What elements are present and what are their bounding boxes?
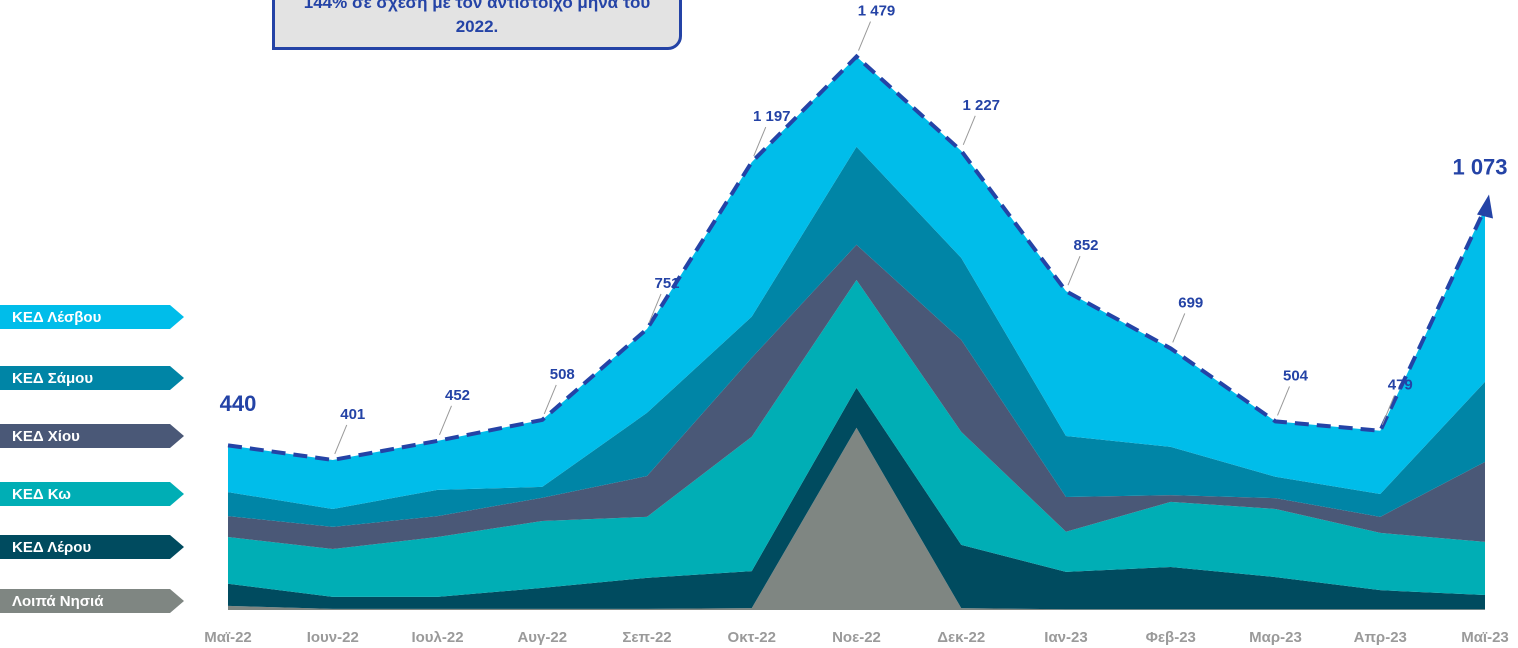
legend-label: ΚΕΔ Χίου	[12, 428, 80, 445]
legend-swatch	[0, 589, 184, 613]
leader-line	[962, 115, 976, 146]
x-tick-label: Ιαν-23	[1044, 629, 1087, 646]
legend-label: ΚΕΔ Λέσβου	[12, 309, 102, 326]
leader-line	[858, 21, 871, 51]
legend-swatch	[0, 305, 184, 329]
data-label: 452	[445, 387, 470, 404]
x-tick-label: Ιουν-22	[307, 629, 359, 646]
data-label: 1 197	[753, 108, 791, 125]
legend-label: ΚΕΔ Κω	[12, 486, 71, 503]
data-label: 508	[550, 366, 575, 383]
leader-line	[1277, 386, 1290, 416]
data-label: 1 479	[858, 3, 896, 20]
data-label: 1 073	[1452, 154, 1507, 179]
legend-swatch	[0, 482, 184, 506]
data-label: 1 227	[962, 97, 1000, 114]
data-label: 699	[1178, 294, 1203, 311]
x-tick-label: Ιουλ-22	[411, 629, 463, 646]
leader-line	[543, 384, 557, 415]
area	[228, 56, 1485, 509]
x-tick-label: Αυγ-22	[517, 629, 567, 646]
x-tick-label: Μαϊ-22	[204, 629, 252, 646]
area	[228, 146, 1485, 527]
legend-label: ΚΕΔ Λέρου	[12, 539, 91, 556]
area	[228, 427, 1485, 610]
data-label: 751	[654, 275, 679, 292]
area	[228, 244, 1485, 550]
total-line	[227, 53, 1487, 462]
legend-label: Λοιπά Νησιά	[12, 593, 104, 610]
x-tick-label: Σεπ-22	[622, 629, 671, 646]
leader-line	[439, 405, 452, 436]
leader-line	[1067, 255, 1081, 286]
legend-swatch	[0, 366, 184, 390]
leader-line	[334, 424, 348, 455]
x-tick-label: Απρ-23	[1354, 629, 1407, 646]
x-tick-label: Μαρ-23	[1249, 629, 1302, 646]
leader-line	[1172, 313, 1186, 343]
data-label: 440	[220, 391, 257, 416]
arrow-head	[1477, 194, 1493, 219]
data-label: 504	[1283, 367, 1309, 384]
leader-line	[648, 293, 662, 324]
x-tick-label: Μαϊ-23	[1461, 629, 1509, 646]
legend-label: ΚΕΔ Σάμου	[12, 370, 93, 387]
data-label: 479	[1388, 377, 1413, 394]
annotation: 144% σε σχέση με τον αντίστοιχο μήνα του…	[272, 0, 682, 50]
data-label: 401	[340, 406, 365, 423]
x-tick-label: Νοε-22	[832, 629, 881, 646]
x-tick-label: Δεκ-22	[937, 629, 985, 646]
leader-line	[1381, 395, 1395, 425]
x-tick-label: Φεβ-23	[1146, 629, 1196, 646]
legend-swatch	[0, 535, 184, 559]
leader-line	[753, 126, 767, 157]
x-tick-label: Οκτ-22	[728, 629, 776, 646]
data-label: 852	[1073, 237, 1098, 254]
area	[228, 279, 1485, 597]
legend-swatch	[0, 424, 184, 448]
